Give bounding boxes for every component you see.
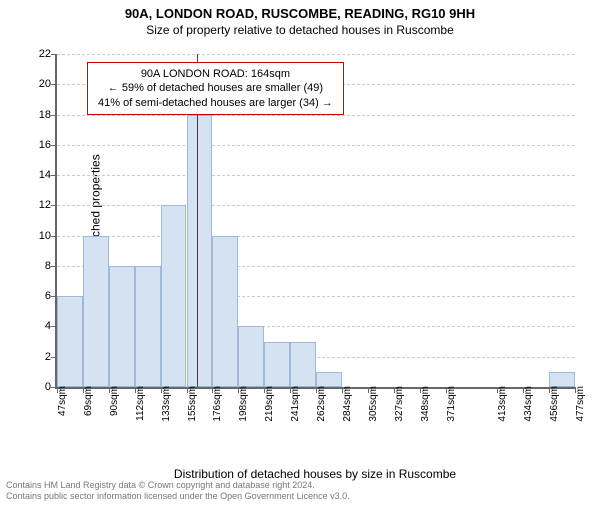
y-tick-label: 4: [27, 320, 51, 332]
histogram-bar: [161, 205, 187, 387]
gridline-horizontal: [57, 205, 575, 206]
histogram-bar: [316, 372, 342, 387]
x-tick-label: 434sqm: [523, 386, 534, 426]
histogram-bar: [549, 372, 575, 387]
x-tick-label: 327sqm: [394, 386, 405, 426]
x-tick-label: 69sqm: [83, 386, 94, 426]
gridline-horizontal: [57, 145, 575, 146]
y-tick-label: 16: [27, 139, 51, 151]
x-tick-label: 155sqm: [187, 386, 198, 426]
x-tick-label: 477sqm: [575, 386, 586, 426]
footer-line-2: Contains public sector information licen…: [6, 491, 350, 502]
histogram-bar: [187, 115, 213, 387]
y-tick-label: 14: [27, 169, 51, 181]
annotation-line: 90A LONDON ROAD: 164sqm: [98, 67, 333, 81]
x-tick-label: 47sqm: [57, 386, 68, 426]
annotation-box: 90A LONDON ROAD: 164sqm← 59% of detached…: [87, 62, 344, 115]
histogram-bar: [212, 236, 238, 387]
y-tick-label: 2: [27, 351, 51, 363]
x-tick-label: 456sqm: [549, 386, 560, 426]
x-tick-label: 262sqm: [316, 386, 327, 426]
x-tick-label: 176sqm: [212, 386, 223, 426]
x-tick-label: 371sqm: [446, 386, 457, 426]
y-tick-label: 0: [27, 381, 51, 393]
chart-container: 90A, LONDON ROAD, RUSCOMBE, READING, RG1…: [0, 6, 600, 506]
y-tick-label: 20: [27, 78, 51, 90]
histogram-bar: [135, 266, 161, 387]
histogram-bar: [57, 296, 83, 387]
histogram-bar: [264, 342, 290, 387]
x-tick-label: 305sqm: [368, 386, 379, 426]
page-title: 90A, LONDON ROAD, RUSCOMBE, READING, RG1…: [0, 6, 600, 21]
page-subtitle: Size of property relative to detached ho…: [0, 23, 600, 37]
x-tick-label: 348sqm: [420, 386, 431, 426]
gridline-horizontal: [57, 175, 575, 176]
chart-area: Number of detached properties 0246810121…: [55, 54, 575, 419]
y-tick-label: 8: [27, 260, 51, 272]
histogram-bar: [109, 266, 135, 387]
annotation-line: 41% of semi-detached houses are larger (…: [98, 96, 333, 110]
x-tick-label: 413sqm: [497, 386, 508, 426]
y-tick-label: 6: [27, 290, 51, 302]
x-tick-label: 284sqm: [342, 386, 353, 426]
x-tick-label: 133sqm: [161, 386, 172, 426]
x-tick-label: 90sqm: [109, 386, 120, 426]
annotation-line: ← 59% of detached houses are smaller (49…: [98, 81, 333, 95]
histogram-bar: [238, 326, 264, 387]
x-tick-label: 198sqm: [238, 386, 249, 426]
y-tick-label: 12: [27, 199, 51, 211]
histogram-bar: [290, 342, 316, 387]
gridline-horizontal: [57, 54, 575, 55]
footer-line-1: Contains HM Land Registry data © Crown c…: [6, 480, 350, 491]
footer-text: Contains HM Land Registry data © Crown c…: [6, 480, 350, 503]
y-tick-label: 22: [27, 48, 51, 60]
x-tick-label: 219sqm: [264, 386, 275, 426]
gridline-horizontal: [57, 236, 575, 237]
histogram-bar: [83, 236, 109, 387]
x-tick-label: 241sqm: [290, 386, 301, 426]
plot-region: 024681012141618202247sqm69sqm90sqm112sqm…: [55, 54, 575, 389]
x-tick-label: 112sqm: [135, 386, 146, 426]
y-tick-label: 18: [27, 109, 51, 121]
y-tick-label: 10: [27, 230, 51, 242]
